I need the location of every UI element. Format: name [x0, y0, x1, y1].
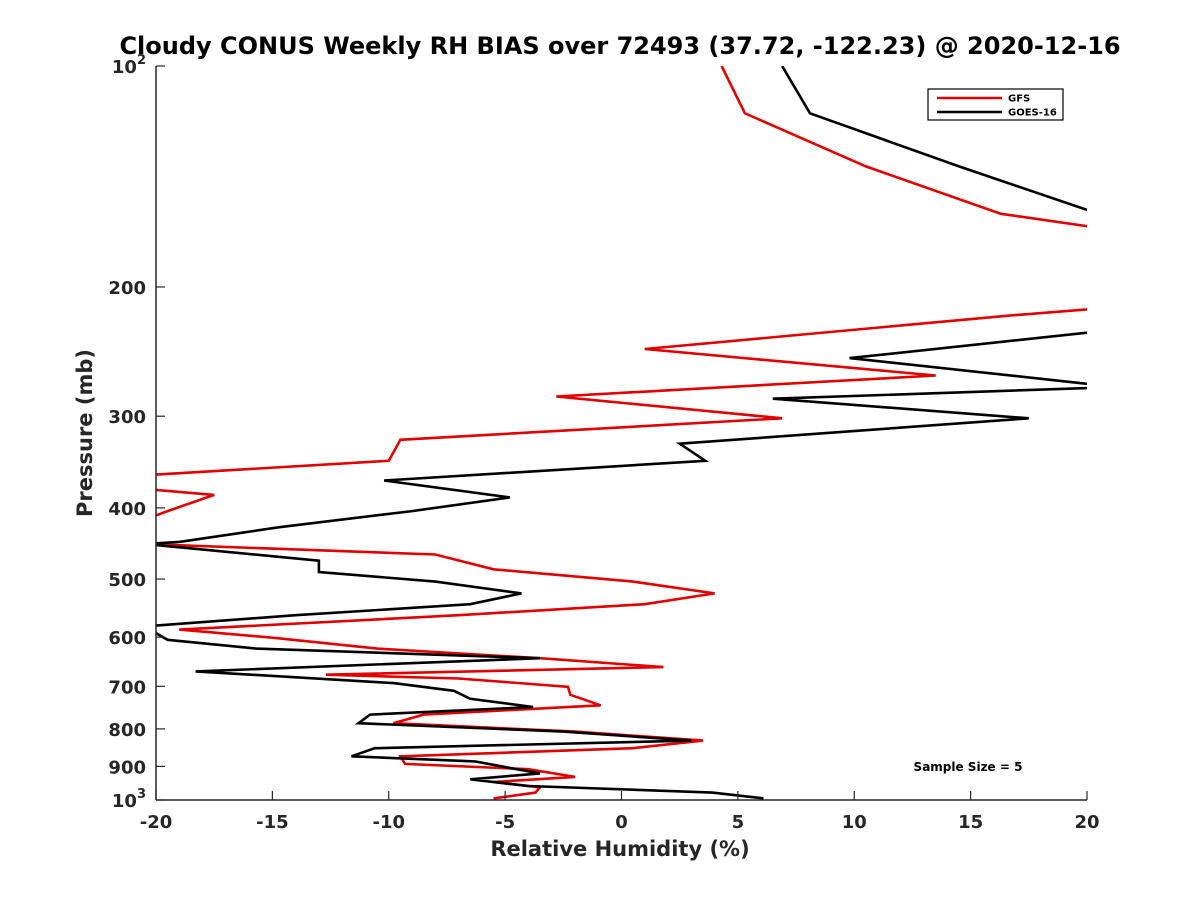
series-layer	[156, 66, 1087, 800]
legend-label-goes-16: GOES-16	[1008, 108, 1057, 119]
x-axis-label: Relative Humidity (%)	[490, 837, 749, 861]
legend-box	[927, 88, 1064, 121]
y-tick-label: 200	[108, 278, 146, 299]
y-tick-label: 300	[108, 407, 146, 428]
x-tick-label: -15	[256, 812, 289, 833]
legend-label-gfs: GFS	[1008, 94, 1030, 105]
series-line-goes-16	[156, 66, 1087, 800]
y-tick-label: 400	[108, 499, 146, 520]
x-tick-label: -10	[372, 812, 405, 833]
x-tick-label: 5	[732, 812, 745, 833]
x-tick-label: 0	[615, 812, 628, 833]
y-tick-label: 102	[112, 53, 146, 78]
y-tick-label: 103	[112, 787, 146, 812]
axes-layer: -20 -15 -10 -5 0 5 10 15 20 102 200 300 400 500 600 700…	[108, 53, 1099, 833]
y-tick-label: 700	[108, 677, 146, 698]
x-tick-label: -20	[140, 812, 173, 833]
y-tick-label: 900	[108, 757, 146, 778]
x-tick-label: -5	[495, 812, 515, 833]
y-tick-label: 600	[108, 628, 146, 649]
y-tick-label: 500	[108, 570, 146, 591]
chart-title: Cloudy CONUS Weekly RH BIAS over 72493 (…	[119, 32, 1120, 60]
x-tick-label: 15	[958, 812, 983, 833]
series-line-gfs	[156, 66, 1087, 800]
x-tick-label: 10	[842, 812, 867, 833]
y-tick-label: 800	[108, 720, 146, 741]
x-tick-label: 20	[1074, 812, 1099, 833]
sample-size-annotation: Sample Size = 5	[914, 760, 1023, 774]
legend: GFS GOES-16	[927, 88, 1064, 121]
y-axis-label: Pressure (mb)	[73, 349, 97, 517]
